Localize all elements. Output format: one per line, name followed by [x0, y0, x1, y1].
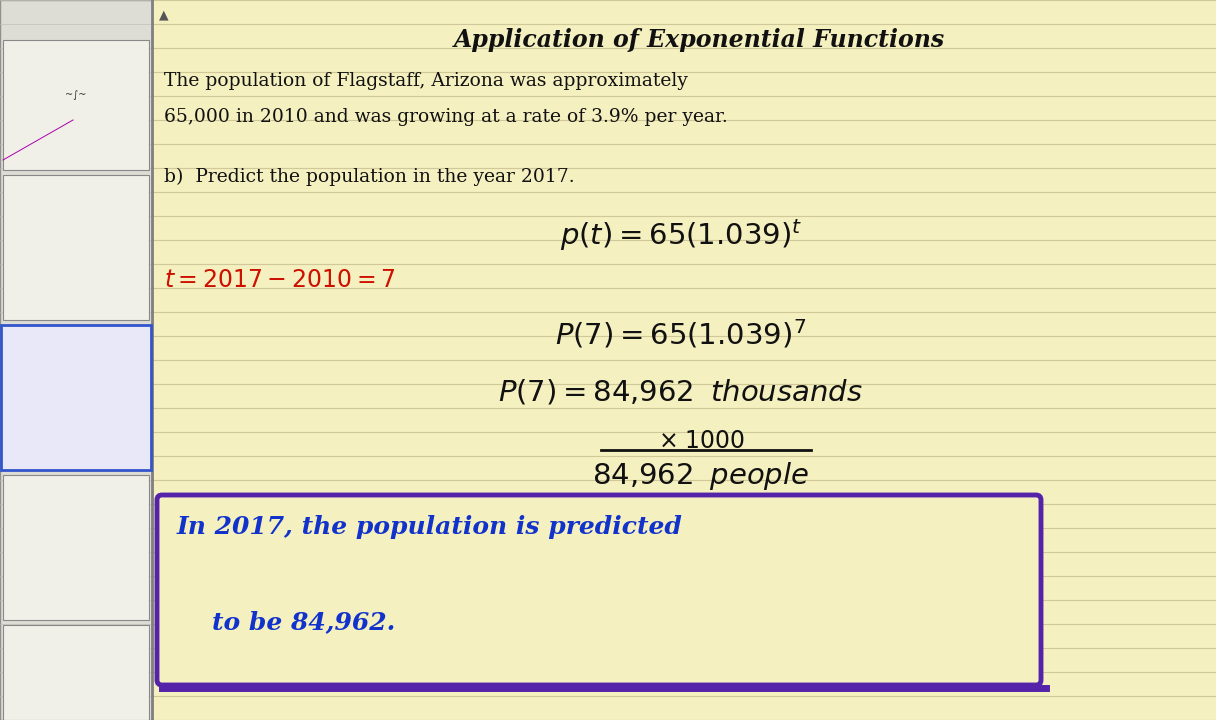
- Text: ▲: ▲: [159, 8, 169, 21]
- Text: $P(7) = 65(1.039)^7$: $P(7) = 65(1.039)^7$: [556, 318, 806, 351]
- Text: In 2017, the population is predicted: In 2017, the population is predicted: [178, 515, 683, 539]
- Text: $P(7) = 84{,}962 \;\; \mathit{thousands}$: $P(7) = 84{,}962 \;\; \mathit{thousands}…: [499, 378, 863, 407]
- Text: $t = 2017 - 2010 = 7$: $t = 2017 - 2010 = 7$: [164, 268, 395, 292]
- Text: b)  Predict the population in the year 2017.: b) Predict the population in the year 20…: [164, 168, 575, 186]
- Bar: [0, 0, 152, 720]
- Text: ~∫~: ~∫~: [66, 90, 86, 100]
- Bar: [2, 625, 150, 720]
- FancyBboxPatch shape: [157, 495, 1041, 685]
- Text: $p(t) = 65(1.039)^t$: $p(t) = 65(1.039)^t$: [559, 218, 803, 253]
- Bar: [2, 175, 150, 320]
- Text: $\times\; 1000$: $\times\; 1000$: [658, 430, 744, 453]
- Text: to be 84,962.: to be 84,962.: [212, 610, 395, 634]
- Bar: [1, 325, 151, 470]
- Bar: [2, 40, 150, 170]
- Text: Application of Exponential Functions: Application of Exponential Functions: [454, 28, 945, 52]
- Text: The population of Flagstaff, Arizona was approximately: The population of Flagstaff, Arizona was…: [164, 72, 688, 90]
- Bar: [2, 475, 150, 620]
- Text: $84{,}962 \;\; \mathit{people}$: $84{,}962 \;\; \mathit{people}$: [592, 460, 810, 492]
- Text: 65,000 in 2010 and was growing at a rate of 3.9% per year.: 65,000 in 2010 and was growing at a rate…: [164, 108, 727, 126]
